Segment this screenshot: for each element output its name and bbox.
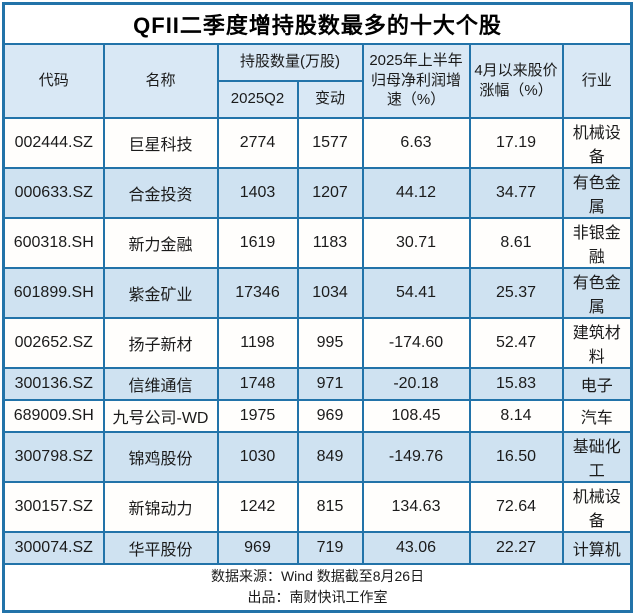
table-row: 300074.SZ 华平股份 969 719 43.06 22.27 计算机 — [2, 530, 633, 565]
header-industry: 行业 — [561, 42, 633, 119]
cell-profit-growth: 6.63 — [361, 116, 471, 169]
cell-change: 1207 — [296, 166, 364, 219]
table-row: 601899.SH 紫金矿业 17346 1034 54.41 25.37 有色… — [2, 266, 633, 319]
cell-price-change: 16.50 — [468, 430, 564, 483]
cell-q2: 1403 — [216, 166, 299, 219]
cell-code: 300074.SZ — [2, 530, 105, 565]
cell-name: 华平股份 — [102, 530, 219, 565]
header-row-sub: 2025Q2 变动 — [4, 79, 632, 119]
header-profit-growth: 2025年上半年归母净利润增速（%） — [361, 42, 471, 119]
cell-change: 1034 — [296, 266, 364, 319]
cell-profit-growth: -20.18 — [361, 366, 471, 401]
cell-change: 1577 — [296, 116, 364, 169]
cell-q2: 1030 — [216, 430, 299, 483]
header-2025q2: 2025Q2 — [216, 79, 299, 119]
table-row: 689009.SH 九号公司-WD 1975 969 108.45 8.14 汽… — [2, 398, 633, 433]
title-row: QFII二季度增持股数最多的十大个股 — [2, 2, 633, 45]
cell-name: 新力金融 — [102, 216, 219, 269]
cell-profit-growth: 54.41 — [361, 266, 471, 319]
cell-industry: 电子 — [561, 366, 633, 401]
cell-code: 000633.SZ — [2, 166, 105, 219]
table-row: 002444.SZ 巨星科技 2774 1577 6.63 17.19 机械设备 — [2, 116, 633, 169]
cell-profit-growth: 108.45 — [361, 398, 471, 433]
page-title: QFII二季度增持股数最多的十大个股 — [2, 2, 633, 45]
cell-price-change: 72.64 — [468, 480, 564, 533]
cell-industry: 有色金属 — [561, 166, 633, 219]
cell-price-change: 34.77 — [468, 166, 564, 219]
cell-code: 601899.SH — [2, 266, 105, 319]
cell-price-change: 52.47 — [468, 316, 564, 369]
cell-industry: 非银金融 — [561, 216, 633, 269]
cell-price-change: 25.37 — [468, 266, 564, 319]
cell-code: 689009.SH — [2, 398, 105, 433]
cell-q2: 1242 — [216, 480, 299, 533]
header-change: 变动 — [296, 79, 364, 119]
cell-price-change: 8.61 — [468, 216, 564, 269]
header-code: 代码 — [2, 42, 105, 119]
cell-industry: 汽车 — [561, 398, 633, 433]
cell-code: 300136.SZ — [2, 366, 105, 401]
table-footer: 数据来源：Wind 数据截至8月26日 出品：南财快讯工作室 — [2, 562, 633, 613]
cell-code: 300798.SZ — [2, 430, 105, 483]
cell-change: 815 — [296, 480, 364, 533]
cell-code: 002652.SZ — [2, 316, 105, 369]
cell-profit-growth: -174.60 — [361, 316, 471, 369]
cell-profit-growth: -149.76 — [361, 430, 471, 483]
table-row: 000633.SZ 合金投资 1403 1207 44.12 34.77 有色金… — [2, 166, 633, 219]
cell-profit-growth: 44.12 — [361, 166, 471, 219]
cell-name: 巨星科技 — [102, 116, 219, 169]
cell-industry: 基础化工 — [561, 430, 633, 483]
cell-name: 合金投资 — [102, 166, 219, 219]
cell-industry: 建筑材料 — [561, 316, 633, 369]
cell-change: 1183 — [296, 216, 364, 269]
header-name: 名称 — [102, 42, 219, 119]
cell-change: 849 — [296, 430, 364, 483]
cell-change: 719 — [296, 530, 364, 565]
table-row: 300798.SZ 锦鸡股份 1030 849 -149.76 16.50 基础… — [2, 430, 633, 483]
cell-industry: 机械设备 — [561, 480, 633, 533]
cell-change: 971 — [296, 366, 364, 401]
cell-industry: 有色金属 — [561, 266, 633, 319]
footer-source-line: 数据来源：Wind 数据截至8月26日 — [210, 568, 425, 585]
cell-q2: 17346 — [216, 266, 299, 319]
cell-change: 995 — [296, 316, 364, 369]
cell-profit-growth: 134.63 — [361, 480, 471, 533]
cell-name: 扬子新材 — [102, 316, 219, 369]
cell-price-change: 8.14 — [468, 398, 564, 433]
cell-q2: 1748 — [216, 366, 299, 401]
cell-q2: 969 — [216, 530, 299, 565]
cell-name: 信维通信 — [102, 366, 219, 401]
cell-q2: 1619 — [216, 216, 299, 269]
table-row: 300157.SZ 新锦动力 1242 815 134.63 72.64 机械设… — [2, 480, 633, 533]
cell-name: 九号公司-WD — [102, 398, 219, 433]
cell-profit-growth: 30.71 — [361, 216, 471, 269]
cell-price-change: 15.83 — [468, 366, 564, 401]
cell-q2: 2774 — [216, 116, 299, 169]
cell-industry: 计算机 — [561, 530, 633, 565]
header-holding-group: 持股数量(万股) — [216, 42, 364, 82]
cell-code: 600318.SH — [2, 216, 105, 269]
cell-name: 锦鸡股份 — [102, 430, 219, 483]
cell-code: 300157.SZ — [2, 480, 105, 533]
table-row: 300136.SZ 信维通信 1748 971 -20.18 15.83 电子 — [2, 366, 633, 401]
cell-price-change: 17.19 — [468, 116, 564, 169]
cell-name: 新锦动力 — [102, 480, 219, 533]
cell-name: 紫金矿业 — [102, 266, 219, 319]
header-price-change: 4月以来股价涨幅（%） — [468, 42, 564, 119]
table-row: 002652.SZ 扬子新材 1198 995 -174.60 52.47 建筑… — [2, 316, 633, 369]
cell-industry: 机械设备 — [561, 116, 633, 169]
footer-row: 数据来源：Wind 数据截至8月26日 出品：南财快讯工作室 — [2, 562, 633, 613]
cell-q2: 1975 — [216, 398, 299, 433]
table-row: 600318.SH 新力金融 1619 1183 30.71 8.61 非银金融 — [2, 216, 633, 269]
cell-code: 002444.SZ — [2, 116, 105, 169]
cell-price-change: 22.27 — [468, 530, 564, 565]
cell-change: 969 — [296, 398, 364, 433]
cell-q2: 1198 — [216, 316, 299, 369]
cell-profit-growth: 43.06 — [361, 530, 471, 565]
header-row-top: 代码 名称 持股数量(万股) 2025年上半年归母净利润增速（%） 4月以来股价… — [2, 42, 633, 119]
footer-producer-line: 出品：南财快讯工作室 — [247, 589, 388, 606]
